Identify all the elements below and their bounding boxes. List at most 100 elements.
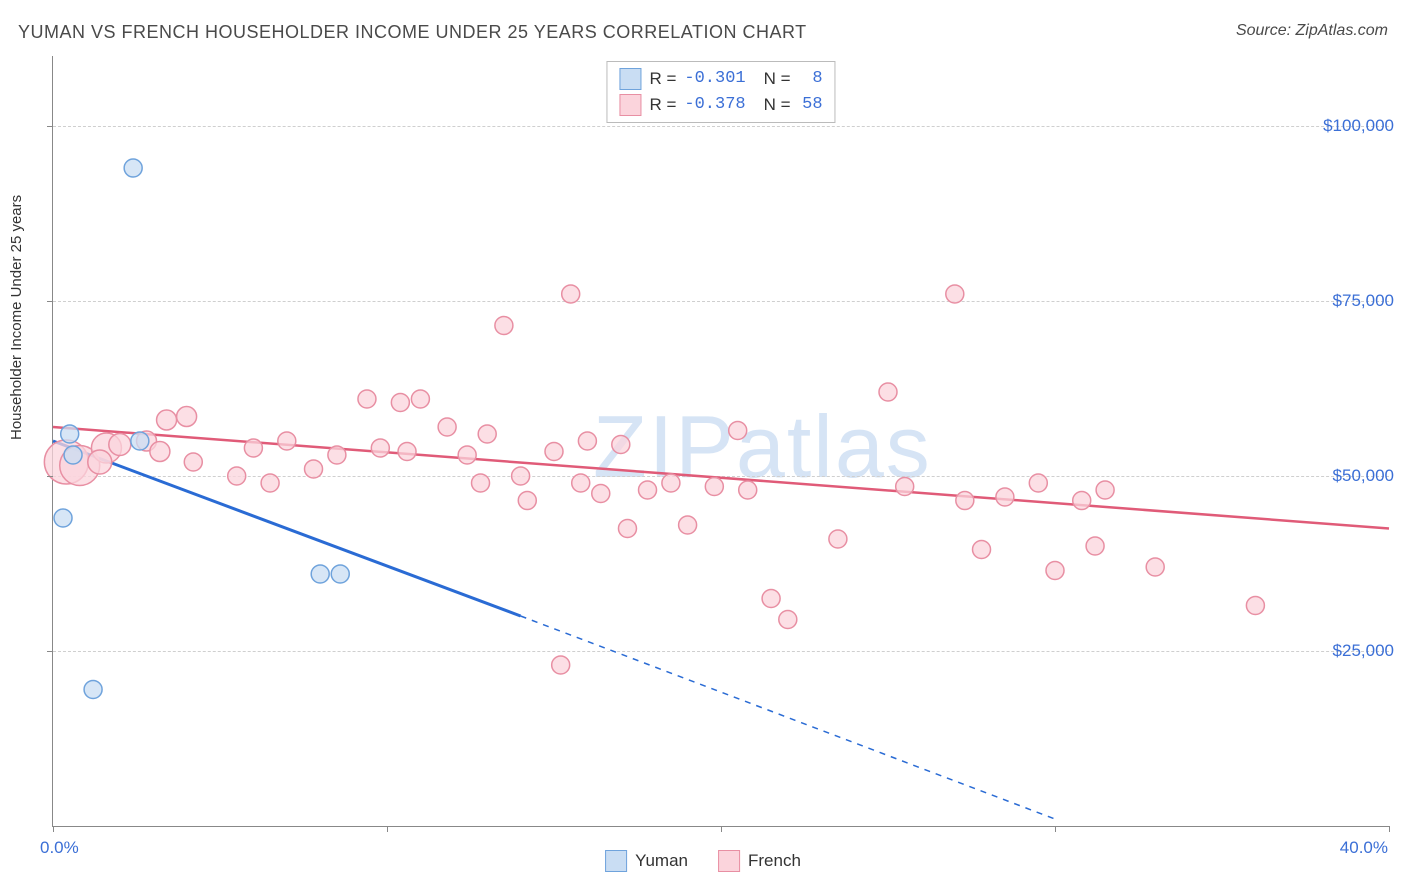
- n-label: N =: [764, 66, 791, 92]
- data-point-french: [1096, 481, 1114, 499]
- data-point-french: [1246, 597, 1264, 615]
- data-point-french: [1073, 492, 1091, 510]
- legend-label-french: French: [748, 851, 801, 871]
- regression-line-dashed-yuman: [521, 616, 1055, 819]
- data-point-french: [228, 467, 246, 485]
- r-label: R =: [649, 92, 676, 118]
- legend-item-yuman: Yuman: [605, 850, 688, 872]
- data-point-french: [1146, 558, 1164, 576]
- yuman-n-value: 8: [799, 66, 823, 92]
- data-point-french: [1046, 562, 1064, 580]
- data-point-french: [639, 481, 657, 499]
- source-credit: Source: ZipAtlas.com: [1236, 22, 1388, 40]
- data-point-french: [679, 516, 697, 534]
- chart-plot-area: ZIPatlas R = -0.301 N = 8 R = -0.378 N =…: [52, 56, 1389, 827]
- x-tick-mark: [721, 826, 722, 832]
- data-point-french: [896, 478, 914, 496]
- data-point-french: [973, 541, 991, 559]
- data-point-yuman: [84, 681, 102, 699]
- x-tick-mark: [1389, 826, 1390, 832]
- data-point-french: [109, 434, 131, 456]
- data-point-yuman: [124, 159, 142, 177]
- r-label: R =: [649, 66, 676, 92]
- data-point-french: [391, 394, 409, 412]
- legend-item-french: French: [718, 850, 801, 872]
- y-tick-mark: [47, 651, 53, 652]
- swatch-pink-icon: [619, 94, 641, 116]
- y-tick-label: $75,000: [1333, 291, 1394, 311]
- data-point-french: [278, 432, 296, 450]
- x-axis-max-label: 40.0%: [1340, 838, 1388, 858]
- french-r-value: -0.378: [684, 92, 745, 118]
- data-point-french: [438, 418, 456, 436]
- y-axis-label: Householder Income Under 25 years: [8, 195, 25, 440]
- x-tick-mark: [387, 826, 388, 832]
- x-axis-min-label: 0.0%: [40, 838, 79, 858]
- data-point-french: [472, 474, 490, 492]
- data-point-french: [879, 383, 897, 401]
- swatch-blue-icon: [619, 68, 641, 90]
- data-point-french: [305, 460, 323, 478]
- data-point-french: [562, 285, 580, 303]
- data-point-yuman: [131, 432, 149, 450]
- data-point-yuman: [311, 565, 329, 583]
- data-point-french: [518, 492, 536, 510]
- y-tick-mark: [47, 301, 53, 302]
- legend-label-yuman: Yuman: [635, 851, 688, 871]
- data-point-french: [739, 481, 757, 499]
- data-point-french: [371, 439, 389, 457]
- stats-row-yuman: R = -0.301 N = 8: [619, 66, 822, 92]
- data-point-french: [411, 390, 429, 408]
- data-point-yuman: [61, 425, 79, 443]
- data-point-french: [177, 407, 197, 427]
- data-point-french: [184, 453, 202, 471]
- data-point-french: [592, 485, 610, 503]
- data-point-french: [157, 410, 177, 430]
- data-point-french: [358, 390, 376, 408]
- stats-legend-box: R = -0.301 N = 8 R = -0.378 N = 58: [606, 61, 835, 123]
- scatter-svg: [53, 56, 1389, 826]
- y-tick-mark: [47, 476, 53, 477]
- data-point-french: [458, 446, 476, 464]
- data-point-french: [662, 474, 680, 492]
- data-point-french: [150, 442, 170, 462]
- data-point-french: [512, 467, 530, 485]
- data-point-french: [552, 656, 570, 674]
- yuman-r-value: -0.301: [684, 66, 745, 92]
- data-point-french: [244, 439, 262, 457]
- french-n-value: 58: [799, 92, 823, 118]
- data-point-french: [779, 611, 797, 629]
- y-tick-mark: [47, 126, 53, 127]
- stats-row-french: R = -0.378 N = 58: [619, 92, 822, 118]
- swatch-blue-icon: [605, 850, 627, 872]
- data-point-french: [328, 446, 346, 464]
- data-point-french: [762, 590, 780, 608]
- y-tick-label: $25,000: [1333, 641, 1394, 661]
- data-point-french: [398, 443, 416, 461]
- series-legend: Yuman French: [605, 850, 801, 872]
- chart-title: YUMAN VS FRENCH HOUSEHOLDER INCOME UNDER…: [18, 22, 807, 43]
- n-label: N =: [764, 92, 791, 118]
- data-point-french: [1086, 537, 1104, 555]
- data-point-yuman: [54, 509, 72, 527]
- data-point-french: [478, 425, 496, 443]
- data-point-french: [88, 450, 112, 474]
- data-point-french: [829, 530, 847, 548]
- data-point-french: [545, 443, 563, 461]
- data-point-french: [946, 285, 964, 303]
- data-point-french: [956, 492, 974, 510]
- data-point-french: [618, 520, 636, 538]
- y-tick-label: $50,000: [1333, 466, 1394, 486]
- x-tick-mark: [53, 826, 54, 832]
- data-point-french: [572, 474, 590, 492]
- data-point-yuman: [331, 565, 349, 583]
- data-point-french: [612, 436, 630, 454]
- swatch-pink-icon: [718, 850, 740, 872]
- x-tick-mark: [1055, 826, 1056, 832]
- data-point-french: [495, 317, 513, 335]
- data-point-french: [996, 488, 1014, 506]
- data-point-french: [261, 474, 279, 492]
- y-tick-label: $100,000: [1323, 116, 1394, 136]
- data-point-french: [705, 478, 723, 496]
- data-point-french: [1029, 474, 1047, 492]
